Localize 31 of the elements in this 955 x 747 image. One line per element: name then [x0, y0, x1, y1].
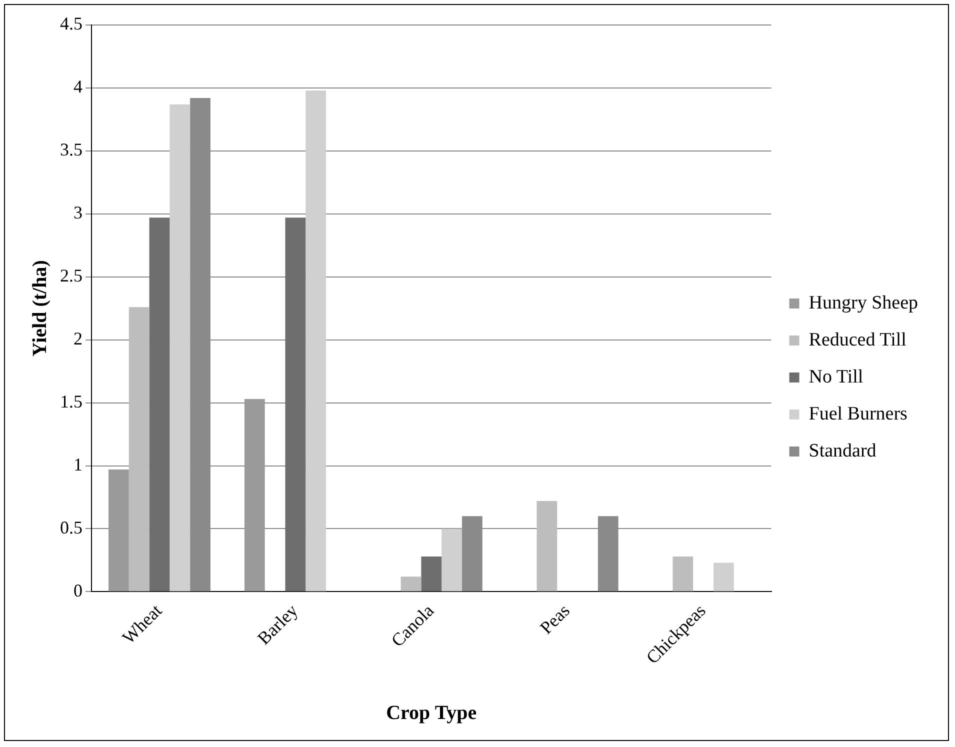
x-tick-label: Peas — [536, 600, 574, 638]
bar — [421, 556, 442, 592]
bar — [244, 399, 265, 592]
bar — [306, 90, 326, 592]
legend-label: Standard — [808, 440, 877, 462]
y-tick-label: 3.5 — [60, 140, 82, 160]
bar — [108, 470, 129, 592]
bar — [713, 562, 734, 592]
bar — [672, 556, 694, 592]
bar — [400, 576, 422, 592]
y-tick-label: 4 — [74, 76, 82, 97]
bar — [285, 218, 306, 592]
y-tick-label: 2 — [74, 328, 82, 349]
y-tick-label: 4.5 — [60, 14, 82, 34]
y-tick-label: 0 — [74, 580, 82, 600]
legend-label: No Till — [808, 366, 864, 388]
bar — [442, 528, 462, 592]
y-tick-label: 3 — [74, 202, 82, 223]
x-axis-title: Crop Type — [386, 702, 477, 724]
legend-label: Hungry Sheep — [808, 292, 918, 314]
y-tick-label: 0.5 — [60, 517, 82, 538]
y-tick-label: 2.5 — [60, 266, 82, 286]
legend-label: Fuel Burners — [808, 403, 908, 424]
bar — [128, 307, 150, 592]
y-tick-label: 1.5 — [60, 392, 82, 412]
y-tick-label: 1 — [74, 454, 82, 475]
legend-label: Reduced Till — [808, 329, 906, 350]
bar — [149, 218, 170, 592]
bar — [170, 104, 190, 592]
bar — [536, 501, 558, 592]
y-axis-title: Yield (t/ha) — [29, 260, 52, 357]
